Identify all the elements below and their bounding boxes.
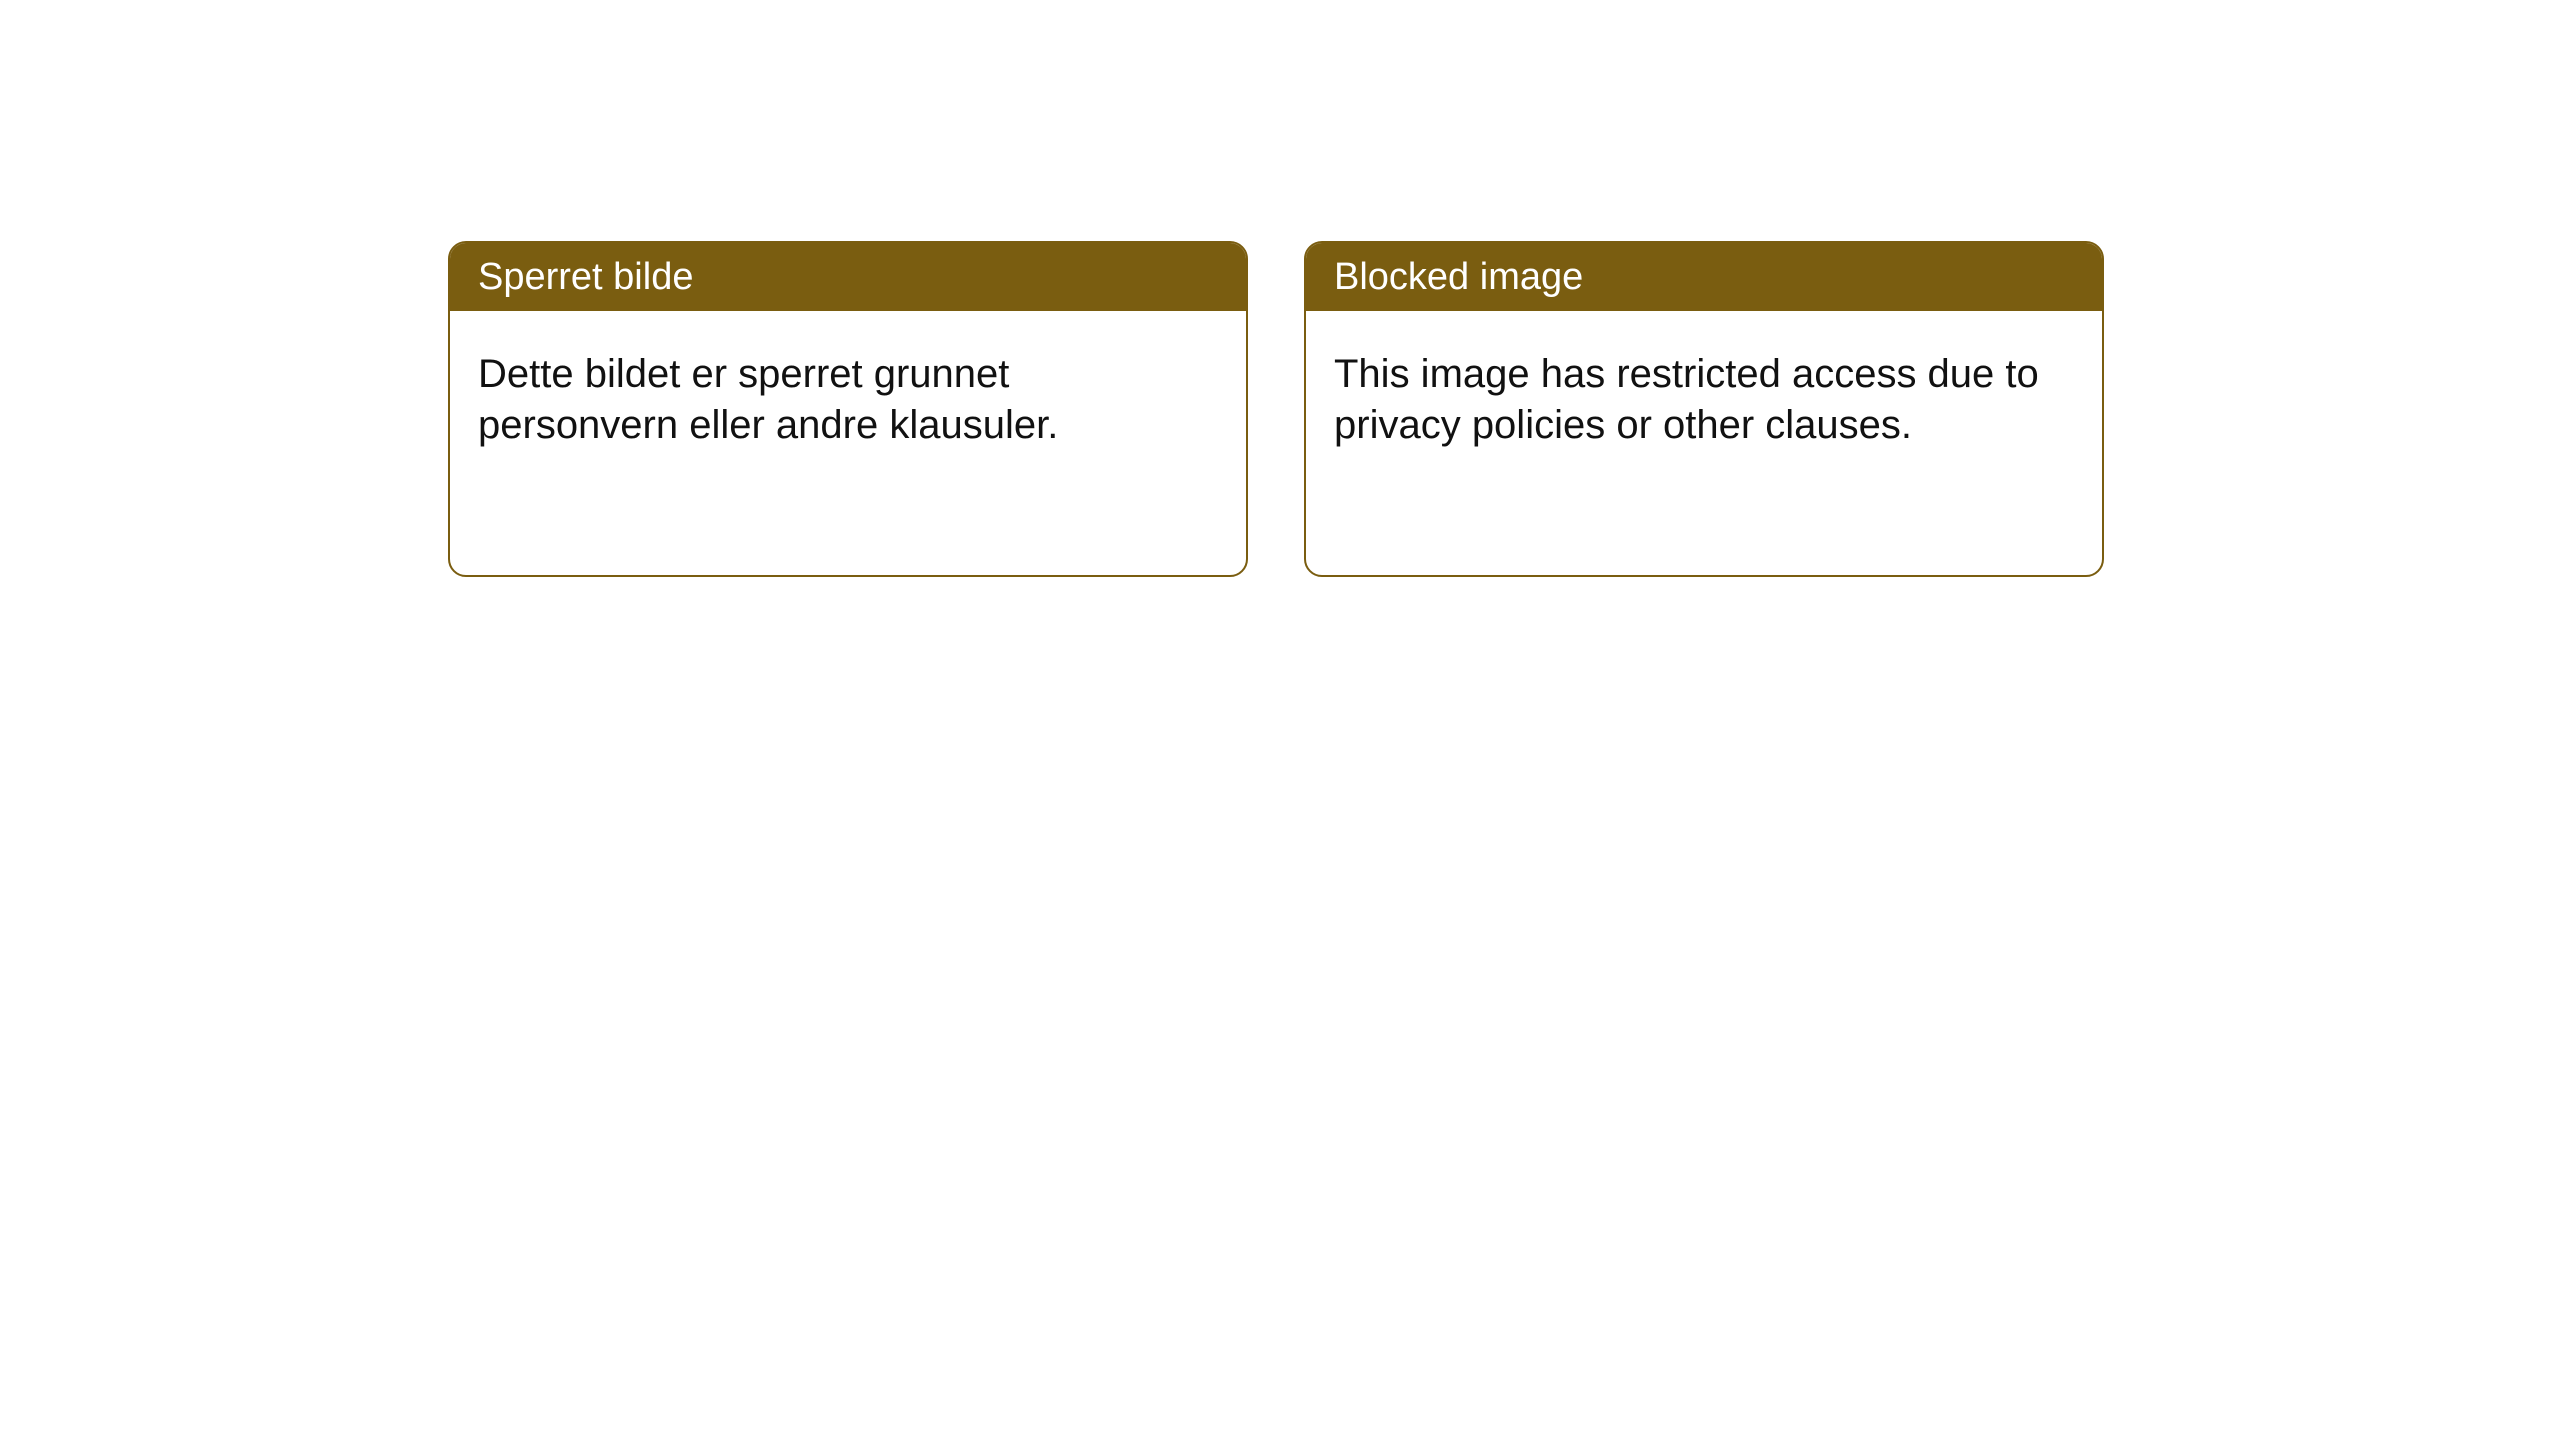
notice-card-norwegian: Sperret bilde Dette bildet er sperret gr… <box>448 241 1248 577</box>
notice-title-english: Blocked image <box>1306 243 2102 311</box>
notice-card-english: Blocked image This image has restricted … <box>1304 241 2104 577</box>
notice-body-english: This image has restricted access due to … <box>1306 311 2102 489</box>
blocked-image-notices: Sperret bilde Dette bildet er sperret gr… <box>448 241 2104 577</box>
notice-body-norwegian: Dette bildet er sperret grunnet personve… <box>450 311 1246 489</box>
notice-title-norwegian: Sperret bilde <box>450 243 1246 311</box>
